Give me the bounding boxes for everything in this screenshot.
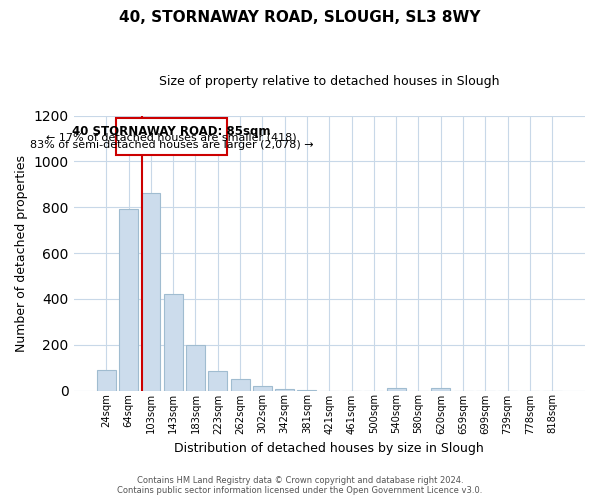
Text: 83% of semi-detached houses are larger (2,078) →: 83% of semi-detached houses are larger (…: [29, 140, 313, 149]
Text: 40 STORNAWAY ROAD: 85sqm: 40 STORNAWAY ROAD: 85sqm: [72, 124, 271, 138]
Bar: [97, 370, 116, 390]
FancyBboxPatch shape: [116, 118, 227, 154]
Bar: [119, 210, 138, 390]
Text: ← 17% of detached houses are smaller (418): ← 17% of detached houses are smaller (41…: [46, 132, 297, 142]
Bar: [253, 386, 272, 390]
Y-axis label: Number of detached properties: Number of detached properties: [15, 154, 28, 352]
Bar: [431, 388, 450, 390]
Bar: [230, 379, 250, 390]
Title: Size of property relative to detached houses in Slough: Size of property relative to detached ho…: [159, 75, 500, 88]
X-axis label: Distribution of detached houses by size in Slough: Distribution of detached houses by size …: [175, 442, 484, 455]
Bar: [208, 371, 227, 390]
Text: 40, STORNAWAY ROAD, SLOUGH, SL3 8WY: 40, STORNAWAY ROAD, SLOUGH, SL3 8WY: [119, 10, 481, 25]
Bar: [186, 344, 205, 391]
Text: Contains HM Land Registry data © Crown copyright and database right 2024.
Contai: Contains HM Land Registry data © Crown c…: [118, 476, 482, 495]
Bar: [386, 388, 406, 390]
Bar: [142, 194, 160, 390]
Bar: [164, 294, 182, 390]
